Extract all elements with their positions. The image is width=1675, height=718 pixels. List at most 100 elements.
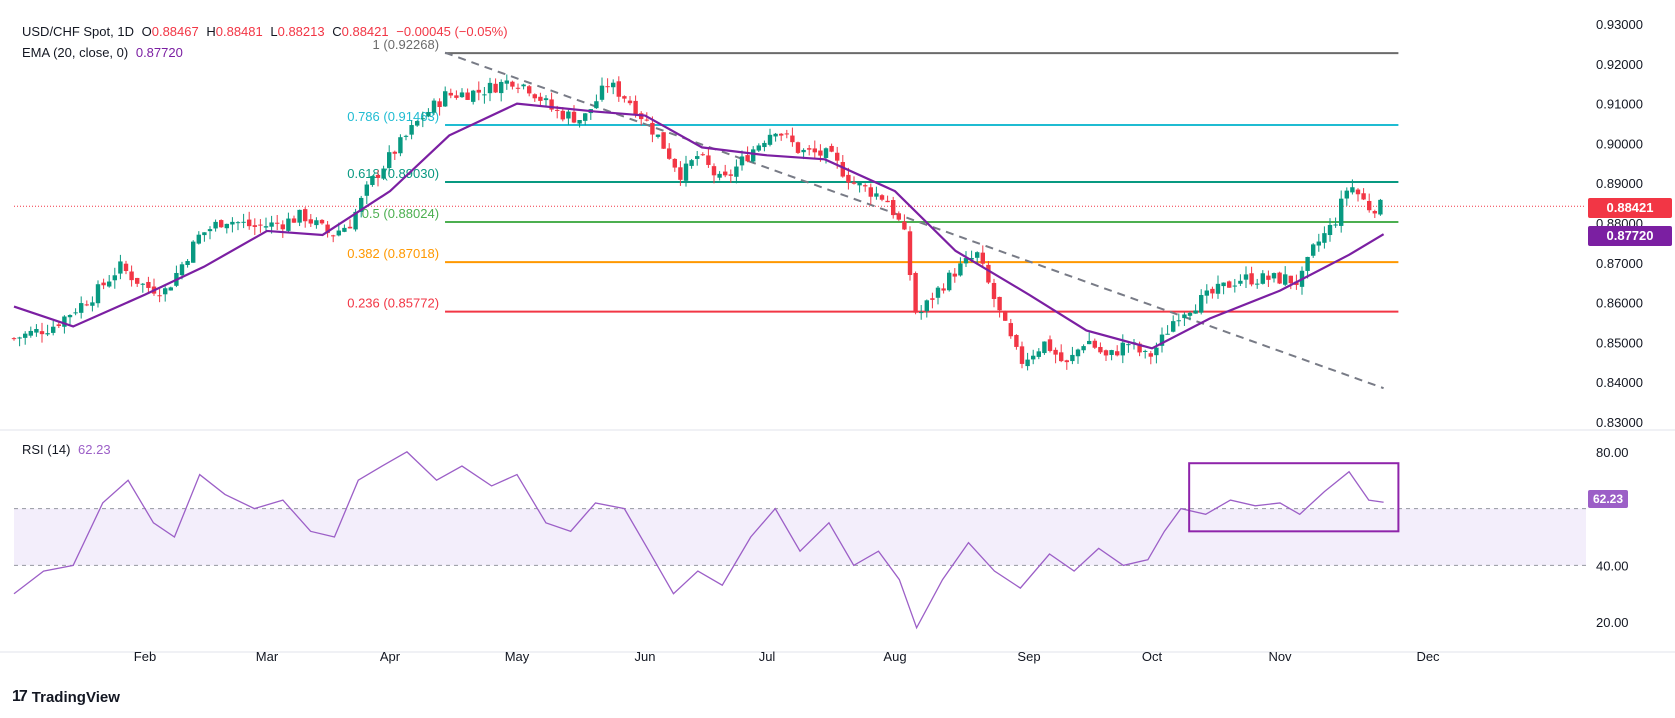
candle-body	[756, 145, 761, 151]
candle-body	[39, 331, 45, 335]
fib-label-2: 0.618 (0.89030)	[347, 166, 439, 181]
candle-body	[168, 287, 173, 291]
candle-body	[146, 281, 151, 288]
candle-body	[1221, 282, 1226, 287]
candle-body	[129, 271, 134, 281]
candle-body	[157, 295, 162, 297]
candle-body	[1288, 275, 1293, 284]
open-value: 0.88467	[151, 24, 199, 39]
candle-body	[1059, 352, 1064, 362]
candle-body	[616, 81, 621, 97]
candle-body	[1187, 312, 1193, 316]
candle-body	[1367, 200, 1372, 211]
candle-body	[359, 197, 364, 212]
candle-body	[930, 298, 935, 300]
candle-body	[627, 100, 633, 104]
time-tick-label: Dec	[1416, 649, 1440, 664]
price-tick-label: 0.89000	[1596, 176, 1643, 191]
price-tick-label: 0.86000	[1596, 296, 1643, 311]
close-value: 0.88421	[341, 24, 389, 39]
candle-body	[459, 92, 465, 98]
candle-body	[95, 284, 101, 304]
candle-body	[84, 304, 89, 306]
time-tick-label: Nov	[1268, 649, 1292, 664]
candle-body	[482, 94, 487, 96]
candle-body	[611, 82, 616, 88]
candle-body	[1003, 311, 1008, 321]
candle-body	[683, 163, 689, 181]
candle-body	[947, 272, 952, 291]
candle-body	[818, 150, 823, 156]
candle-body	[717, 173, 722, 178]
candle-body	[426, 111, 431, 117]
candle-body	[1305, 256, 1310, 271]
candle-body	[1333, 224, 1338, 226]
close-label: C	[332, 24, 342, 39]
candle-body	[902, 221, 907, 230]
candle-body	[969, 257, 974, 260]
time-tick-label: Feb	[134, 649, 156, 664]
rsi-label: RSI (14)	[22, 442, 71, 457]
candle-body	[857, 182, 862, 186]
candle-body	[45, 333, 50, 335]
candle-body	[1064, 360, 1069, 363]
candle-body	[420, 118, 425, 120]
candle-body	[487, 82, 493, 94]
price-tick-label: 0.90000	[1596, 136, 1643, 151]
candle-body	[975, 252, 980, 258]
candle-body	[1098, 346, 1103, 353]
candle-body	[829, 145, 834, 152]
candle-body	[840, 162, 845, 177]
candle-body	[1350, 187, 1355, 193]
fib-label-4: 0.382 (0.87018)	[347, 246, 439, 261]
candle-body	[1316, 241, 1321, 246]
candle-body	[1143, 350, 1148, 352]
candle-body	[1238, 280, 1243, 284]
candle-body	[387, 152, 392, 168]
candle-body	[499, 81, 504, 94]
candle-body	[762, 142, 767, 148]
candle-body	[605, 86, 610, 88]
candle-body	[1199, 295, 1204, 313]
candle-body	[695, 156, 700, 159]
candle-body	[291, 218, 297, 223]
candle-body	[67, 315, 73, 318]
ema-line	[13, 102, 1385, 350]
candle-body	[879, 195, 885, 200]
candle-body	[1210, 288, 1215, 294]
candle-body	[375, 174, 381, 178]
fib-label-3: 0.5 (0.88024)	[362, 206, 439, 221]
candle-body	[891, 200, 896, 216]
open-label: O	[141, 24, 152, 39]
candle-body	[258, 224, 263, 226]
candle-body	[807, 148, 812, 150]
candle-body	[381, 168, 386, 179]
candle-body	[1165, 333, 1170, 335]
fib-label-1: 0.786 (0.91463)	[347, 109, 439, 124]
candle-body	[319, 219, 325, 224]
candle-body	[51, 326, 56, 333]
candle-body	[1042, 341, 1047, 354]
candle-body	[1344, 190, 1349, 199]
candle-body	[1008, 323, 1013, 337]
candle-body	[196, 234, 201, 244]
rsi-line	[13, 451, 1384, 630]
ema-legend: EMA (20, close, 0) 0.87720	[22, 45, 187, 60]
candle-body	[325, 224, 330, 234]
tradingview-logo[interactable]: 17 TradingView	[12, 688, 120, 706]
candle-body	[1154, 347, 1159, 356]
candle-body	[1148, 353, 1153, 357]
candle-body	[336, 230, 341, 236]
candle-body	[543, 98, 549, 101]
candle-body	[398, 137, 403, 154]
candle-body	[403, 135, 409, 137]
candle-body	[874, 193, 879, 197]
candle-body	[263, 226, 269, 228]
price-tick-label: 0.84000	[1596, 375, 1643, 390]
candle-body	[247, 219, 252, 227]
candle-body	[667, 148, 672, 159]
candle-body	[297, 209, 302, 223]
candle-body	[571, 111, 577, 123]
candle-body	[314, 220, 319, 226]
